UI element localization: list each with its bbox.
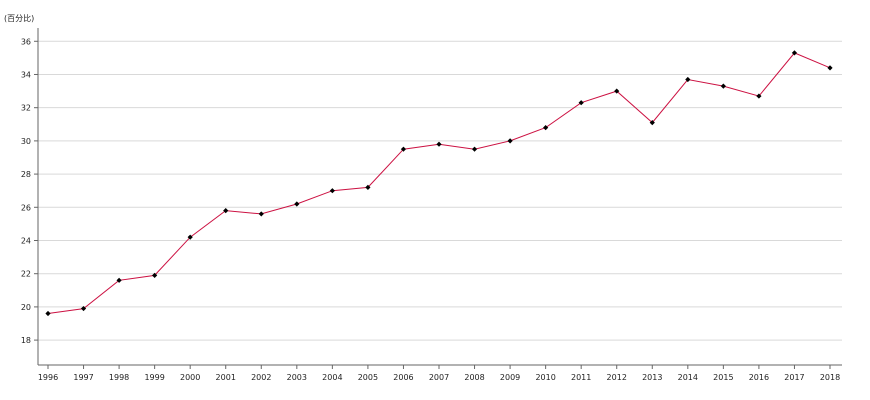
x-tick-label: 2017: [784, 373, 804, 382]
x-tick-label: 2003: [287, 373, 307, 382]
x-tick-label: 1998: [109, 373, 129, 382]
x-tick-label: 2015: [713, 373, 733, 382]
y-tick-label: 30: [21, 137, 31, 146]
x-tick-label: 2018: [820, 373, 840, 382]
x-tick-label: 2002: [251, 373, 271, 382]
data-point: [471, 146, 478, 152]
data-point: [507, 138, 513, 144]
x-tick-label: 2013: [642, 373, 662, 382]
data-point: [80, 305, 87, 312]
y-tick-label: 22: [21, 270, 31, 279]
data-point: [187, 234, 193, 240]
x-tick-label: 2014: [678, 373, 698, 382]
data-point: [578, 100, 584, 106]
x-tick-label: 2010: [535, 373, 555, 382]
y-tick-label: 20: [21, 303, 31, 312]
data-point: [827, 65, 833, 71]
series-line: [47, 52, 831, 314]
axes: [37, 28, 842, 366]
data-point: [756, 93, 762, 99]
data-point: [152, 272, 158, 278]
data-point: [649, 120, 655, 126]
data-point: [400, 146, 407, 152]
x-tick-label: 2008: [464, 373, 484, 382]
x-tick-label: 1997: [73, 373, 93, 382]
y-tick-label: 18: [21, 336, 31, 345]
x-tick-label: 2007: [429, 373, 449, 382]
gridlines: [38, 40, 842, 341]
data-point: [258, 211, 264, 217]
data-point: [685, 76, 691, 83]
x-tick-label: 2006: [393, 373, 413, 382]
data-point: [791, 50, 798, 56]
data-point: [116, 277, 122, 283]
data-point: [45, 310, 51, 317]
y-tick-label: 34: [21, 70, 31, 79]
y-axis-ticks: 18 20 22 24 26 28 30 32 34 36: [21, 37, 38, 345]
data-point: [365, 184, 371, 190]
y-tick-label: 32: [21, 104, 31, 113]
y-tick-label: 26: [21, 203, 31, 212]
data-point: [436, 141, 442, 147]
y-unit-label: (百分比): [4, 13, 34, 23]
data-point: [329, 188, 335, 194]
x-tick-label: 2009: [500, 373, 520, 382]
x-axis-ticks: 1996 1997 1998 1999 2000 2001 2002 2003 2004 2005…: [38, 365, 840, 382]
x-tick-label: 2016: [749, 373, 769, 382]
x-tick-label: 2000: [180, 373, 200, 382]
series-group: [45, 50, 833, 317]
data-point: [720, 83, 726, 89]
x-tick-label: 1999: [144, 373, 164, 382]
x-tick-label: 2004: [322, 373, 342, 382]
x-tick-label: 2012: [607, 373, 627, 382]
y-tick-label: 36: [21, 37, 31, 46]
data-point: [543, 125, 549, 131]
x-tick-label: 2001: [216, 373, 236, 382]
y-tick-label: 28: [21, 170, 31, 179]
data-point: [294, 201, 300, 207]
x-tick-label: 1996: [38, 373, 58, 382]
x-tick-label: 2005: [358, 373, 378, 382]
x-tick-label: 2011: [571, 373, 591, 382]
data-point: [223, 208, 229, 214]
y-tick-label: 24: [21, 236, 31, 245]
data-point: [614, 88, 620, 94]
